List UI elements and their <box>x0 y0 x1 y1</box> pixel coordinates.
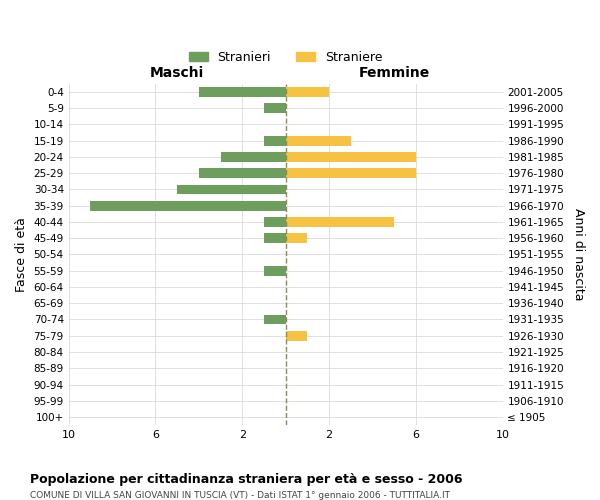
Bar <box>264 217 286 227</box>
Text: Popolazione per cittadinanza straniera per età e sesso - 2006: Popolazione per cittadinanza straniera p… <box>30 472 463 486</box>
Bar <box>221 152 286 162</box>
Text: Femmine: Femmine <box>358 66 430 80</box>
Bar <box>286 331 307 340</box>
Bar <box>286 168 416 178</box>
Bar <box>286 234 307 243</box>
Bar <box>264 104 286 113</box>
Bar <box>264 234 286 243</box>
Text: COMUNE DI VILLA SAN GIOVANNI IN TUSCIA (VT) - Dati ISTAT 1° gennaio 2006 - TUTTI: COMUNE DI VILLA SAN GIOVANNI IN TUSCIA (… <box>30 491 450 500</box>
Bar <box>264 266 286 276</box>
Y-axis label: Anni di nascita: Anni di nascita <box>572 208 585 300</box>
Bar <box>177 184 286 194</box>
Bar <box>286 152 416 162</box>
Y-axis label: Fasce di età: Fasce di età <box>15 217 28 292</box>
Bar <box>91 201 286 210</box>
Bar <box>264 136 286 145</box>
Bar <box>199 168 286 178</box>
Text: Maschi: Maschi <box>150 66 204 80</box>
Legend: Stranieri, Straniere: Stranieri, Straniere <box>184 46 388 68</box>
Bar <box>286 136 350 145</box>
Bar <box>264 314 286 324</box>
Bar <box>286 87 329 97</box>
Bar <box>199 87 286 97</box>
Bar <box>286 217 394 227</box>
